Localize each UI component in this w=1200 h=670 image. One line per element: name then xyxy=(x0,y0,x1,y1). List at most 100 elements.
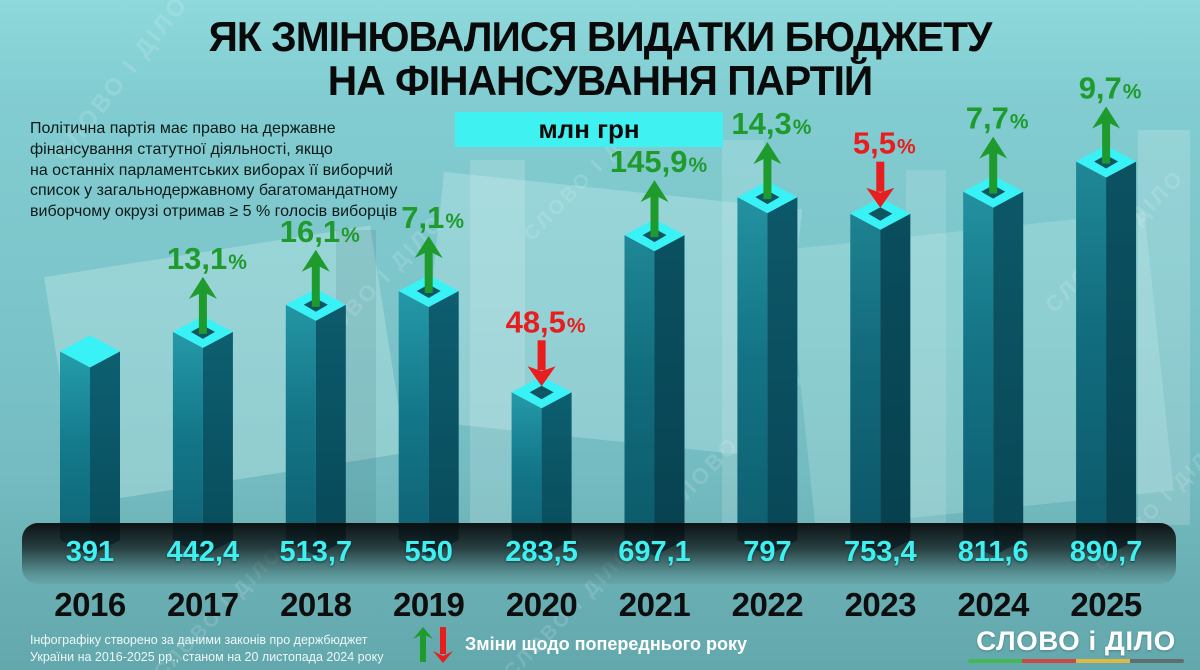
bar-2016 xyxy=(60,335,120,556)
bar-2018: 16,1% xyxy=(280,214,360,556)
bar-2024: 7,7% xyxy=(963,101,1029,557)
pct-change-label: 16,1% xyxy=(280,214,360,249)
bar-2022: 14,3% xyxy=(731,106,812,556)
pct-change-label: 5,5% xyxy=(853,126,916,161)
page-title-line1: ЯК ЗМІНЮВАЛИСЯ ВИДАТКИ БЮДЖЕТУ xyxy=(208,13,993,60)
value-label-2016: 391 xyxy=(65,536,115,568)
bar-side-face xyxy=(202,331,233,556)
bar-texture-overlay xyxy=(315,304,346,556)
bar-texture-overlay xyxy=(767,197,798,556)
value-label-2022: 797 xyxy=(743,536,792,568)
bar-2020: 48,5% xyxy=(506,304,586,556)
bar-top-face xyxy=(60,335,120,368)
bar-front-face xyxy=(172,331,203,556)
year-label-2024: 2024 xyxy=(957,586,1029,623)
source-note: Інфографіку створено за даними законів п… xyxy=(30,633,384,664)
bar-front-face xyxy=(60,351,90,556)
pct-change-label: 14,3% xyxy=(731,106,811,141)
bar-front-face xyxy=(285,304,316,556)
pct-change-label: 7,7% xyxy=(966,101,1029,136)
pct-change-label: 145,9% xyxy=(610,144,708,179)
year-label-2016: 2016 xyxy=(54,586,126,623)
bar-2019: 7,1% xyxy=(398,200,464,556)
increase-arrow-icon xyxy=(640,180,669,238)
logo-bar-yellow xyxy=(1076,659,1130,663)
bar-front-face xyxy=(511,392,542,556)
increase-arrow-icon xyxy=(414,236,443,293)
bar-texture-overlay xyxy=(880,213,911,556)
value-label-2023: 753,4 xyxy=(844,536,917,568)
bar-side-face xyxy=(654,235,685,557)
value-label-2020: 283,5 xyxy=(505,536,578,568)
logo-color-bar xyxy=(968,659,1184,663)
year-label-2018: 2018 xyxy=(280,586,352,623)
bar-texture-overlay xyxy=(850,213,881,556)
bar-2021: 145,9% xyxy=(610,144,708,557)
bar-front-face xyxy=(737,197,768,556)
bar-2023: 5,5% xyxy=(850,126,916,556)
bar-texture-overlay xyxy=(285,304,316,556)
bar-texture-overlay xyxy=(1076,161,1107,556)
bar-2017: 13,1% xyxy=(167,241,247,556)
bar-texture-overlay xyxy=(511,392,542,556)
bar-texture-overlay xyxy=(172,331,203,556)
arrow-socket xyxy=(529,385,554,400)
year-label-2022: 2022 xyxy=(731,586,804,623)
bar-front-face xyxy=(624,235,655,557)
pct-change-label: 9,7% xyxy=(1079,71,1142,106)
page-title-line2: НА ФІНАНСУВАННЯ ПАРТІЙ xyxy=(327,57,873,104)
increase-arrow-icon xyxy=(188,276,217,334)
year-label-2021: 2021 xyxy=(618,586,691,623)
logo-bar-green xyxy=(968,659,1022,663)
legend-label: Зміни щодо попереднього року xyxy=(465,633,748,654)
bar-side-face xyxy=(90,351,120,556)
increase-arrow-icon xyxy=(301,249,330,307)
logo-bar-gray xyxy=(1130,659,1184,663)
year-label-2017: 2017 xyxy=(167,586,239,623)
chart-legend: Зміни щодо попереднього року xyxy=(410,624,747,664)
bar-texture-overlay xyxy=(541,392,572,556)
logo-text: СЛОВО і ДІЛО xyxy=(976,626,1176,656)
year-label-2023: 2023 xyxy=(844,586,917,623)
pct-change-label: 13,1% xyxy=(167,241,247,276)
increase-arrow-icon xyxy=(979,136,1008,194)
arrow-socket xyxy=(868,207,893,221)
bar-texture-overlay xyxy=(993,191,1024,557)
bar-texture-overlay xyxy=(398,291,429,556)
year-label-2025: 2025 xyxy=(1070,586,1142,623)
increase-arrow-icon xyxy=(753,142,782,200)
bar-side-face xyxy=(993,191,1024,557)
bar-side-face xyxy=(428,291,459,556)
bar-side-face xyxy=(880,213,911,556)
pct-change-label: 7,1% xyxy=(401,200,464,235)
value-label-2018: 513,7 xyxy=(279,536,353,568)
pct-change-label: 48,5% xyxy=(506,304,586,339)
decrease-arrow-icon xyxy=(866,161,895,208)
bar-texture-overlay xyxy=(654,235,685,557)
bar-texture-overlay xyxy=(428,291,459,556)
bar-texture-overlay xyxy=(963,191,994,557)
values-band xyxy=(22,523,1176,584)
bar-side-face xyxy=(1106,161,1137,556)
value-label-2025: 890,7 xyxy=(1069,536,1143,568)
bar-texture-overlay xyxy=(737,197,768,556)
bar-side-face xyxy=(315,304,346,556)
bar-front-face xyxy=(1076,161,1107,556)
unit-label-badge: млн грн xyxy=(455,112,723,147)
value-label-2021: 697,1 xyxy=(618,536,691,568)
bar-side-face xyxy=(541,392,572,556)
decrease-arrow-icon xyxy=(527,340,556,387)
up-down-arrows-icon xyxy=(413,627,453,663)
slovo-i-dilo-logo: СЛОВО і ДІЛО xyxy=(968,626,1184,663)
increase-arrow-icon xyxy=(1092,106,1121,164)
eligibility-note: Політична партія має право на державне ф… xyxy=(30,120,398,221)
bar-texture-overlay xyxy=(202,331,233,556)
bar-2025: 9,7% xyxy=(1076,71,1142,556)
value-label-2024: 811,6 xyxy=(957,536,1029,568)
bar-front-face xyxy=(850,213,881,556)
bar-side-face xyxy=(767,197,798,556)
year-label-2020: 2020 xyxy=(505,586,578,623)
logo-bar-red xyxy=(1022,659,1076,663)
